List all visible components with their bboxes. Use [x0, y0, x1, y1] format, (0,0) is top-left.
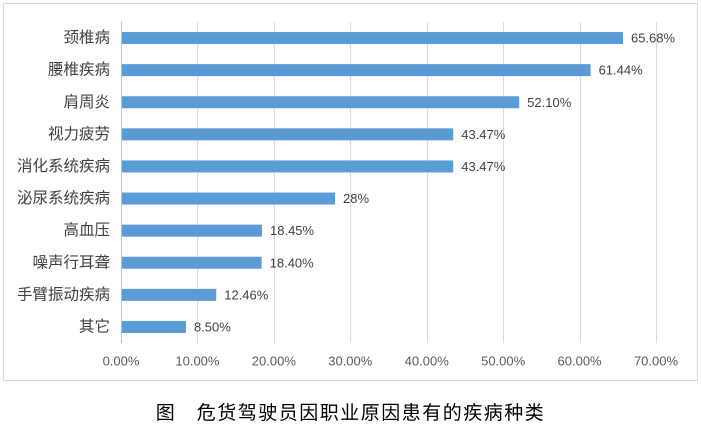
category-label-4: 消化系统疾病 [17, 157, 110, 175]
data-label-7: 18.40% [270, 255, 315, 270]
bar-5 [122, 192, 335, 205]
bars [122, 32, 623, 333]
figure-caption: 图 危货驾驶员因职业原因患有的疾病种类 [0, 402, 701, 426]
bar-1 [122, 64, 591, 77]
category-label-8: 手臂振动疾病 [17, 285, 110, 303]
category-label-3: 视力疲劳 [48, 125, 110, 143]
bar-6 [122, 224, 263, 237]
category-label-6: 高血压 [63, 221, 110, 239]
bar-2 [122, 96, 520, 109]
category-label-5: 泌尿系统疾病 [17, 189, 110, 207]
data-label-6: 18.45% [270, 223, 315, 238]
caption-text: 危货驾驶员因职业原因患有的疾病种类 [196, 403, 546, 424]
x-tick-label-3: 30.00% [328, 354, 373, 369]
x-tick-label-2: 20.00% [252, 354, 297, 369]
bar-8 [122, 288, 217, 301]
bar-4 [122, 160, 454, 173]
bar-0 [122, 32, 623, 45]
category-label-2: 肩周炎 [63, 93, 110, 111]
data-label-3: 43.47% [461, 127, 506, 142]
category-label-0: 颈椎病 [63, 29, 110, 47]
category-labels: 颈椎病腰椎疾病肩周炎视力疲劳消化系统疾病泌尿系统疾病高血压噪声行耳聋手臂振动疾病… [17, 29, 110, 336]
data-label-5: 28% [343, 191, 369, 206]
bar-9 [122, 320, 186, 333]
category-label-1: 腰椎疾病 [48, 61, 110, 79]
category-label-7: 噪声行耳聋 [32, 253, 110, 271]
x-tick-label-4: 40.00% [405, 354, 450, 369]
x-tick-label-7: 70.00% [634, 354, 679, 369]
data-label-9: 8.50% [194, 319, 231, 334]
data-label-0: 65.68% [631, 31, 676, 46]
data-label-8: 12.46% [224, 287, 269, 302]
caption-label: 图 [155, 403, 175, 424]
data-label-2: 52.10% [527, 95, 572, 110]
data-label-4: 43.47% [461, 159, 506, 174]
x-tick-label-0: 0.00% [103, 354, 140, 369]
data-labels: 65.68% 61.44% 52.10% 43.47% 43.47% 28% 18.45% 1… [194, 31, 676, 335]
x-tick-label-5: 50.00% [481, 354, 526, 369]
data-label-1: 61.44% [599, 63, 644, 78]
bar-7 [122, 256, 262, 269]
x-tick-label-6: 60.00% [558, 354, 603, 369]
bar-chart: 颈椎病腰椎疾病肩周炎视力疲劳消化系统疾病泌尿系统疾病高血压噪声行耳聋手臂振动疾病… [17, 22, 679, 369]
bar-3 [122, 128, 454, 141]
category-label-9: 其它 [79, 317, 110, 335]
x-axis-tick-labels: 0.00% 10.00% 20.00% 30.00% 40.00% 50.00% 60.00… [103, 354, 679, 369]
x-tick-label-1: 10.00% [175, 354, 220, 369]
